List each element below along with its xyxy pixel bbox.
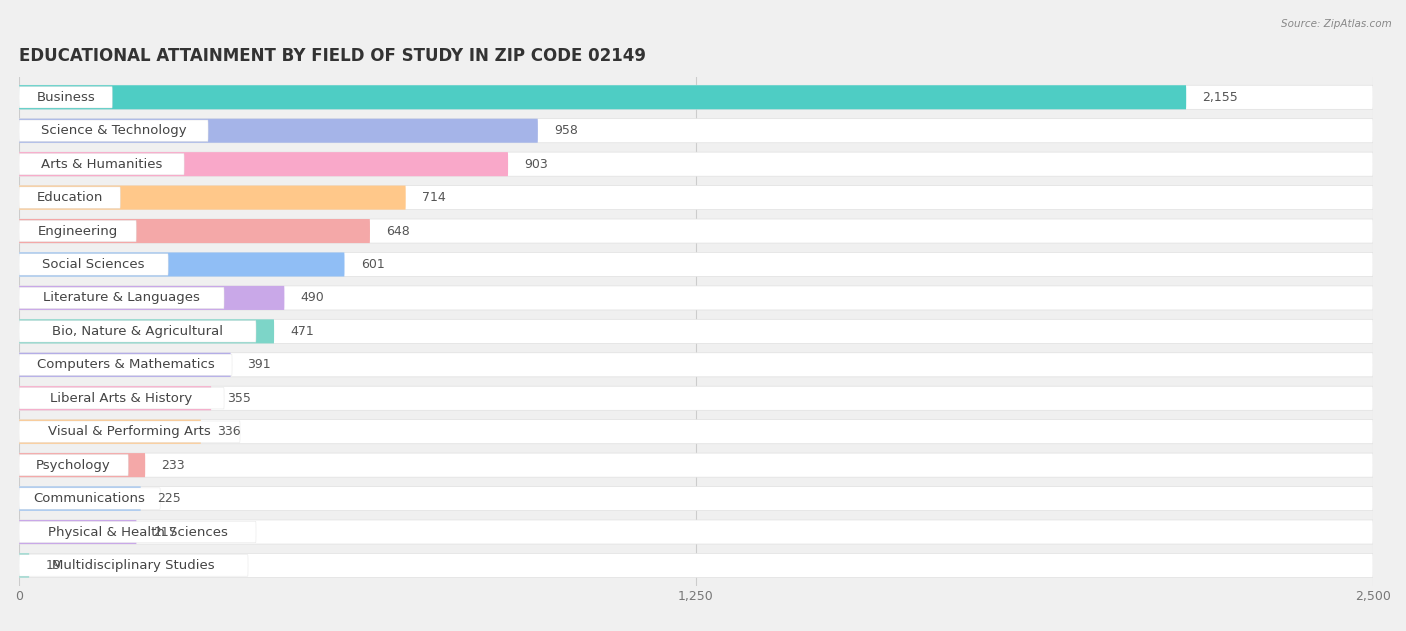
FancyBboxPatch shape <box>20 187 121 208</box>
Text: Arts & Humanities: Arts & Humanities <box>41 158 162 170</box>
FancyBboxPatch shape <box>20 387 224 409</box>
FancyBboxPatch shape <box>20 86 112 108</box>
FancyBboxPatch shape <box>20 286 1374 310</box>
FancyBboxPatch shape <box>20 219 370 243</box>
Text: 601: 601 <box>361 258 384 271</box>
FancyBboxPatch shape <box>20 421 240 442</box>
FancyBboxPatch shape <box>20 353 1374 377</box>
FancyBboxPatch shape <box>20 319 1374 343</box>
FancyBboxPatch shape <box>20 487 1374 510</box>
Text: Engineering: Engineering <box>38 225 118 237</box>
FancyBboxPatch shape <box>20 520 136 544</box>
Text: 19: 19 <box>45 559 62 572</box>
FancyBboxPatch shape <box>20 85 1374 109</box>
FancyBboxPatch shape <box>20 420 1374 444</box>
FancyBboxPatch shape <box>20 287 224 309</box>
FancyBboxPatch shape <box>20 386 211 410</box>
Text: 714: 714 <box>422 191 446 204</box>
FancyBboxPatch shape <box>20 120 208 141</box>
Text: 225: 225 <box>157 492 181 505</box>
Text: 903: 903 <box>524 158 548 170</box>
FancyBboxPatch shape <box>20 252 1374 276</box>
Text: Science & Technology: Science & Technology <box>41 124 187 137</box>
FancyBboxPatch shape <box>20 219 1374 243</box>
FancyBboxPatch shape <box>20 252 344 276</box>
FancyBboxPatch shape <box>20 555 247 576</box>
FancyBboxPatch shape <box>20 119 1374 143</box>
Text: 490: 490 <box>301 292 325 304</box>
FancyBboxPatch shape <box>20 254 169 275</box>
FancyBboxPatch shape <box>20 520 1374 544</box>
FancyBboxPatch shape <box>20 521 256 543</box>
FancyBboxPatch shape <box>20 353 231 377</box>
FancyBboxPatch shape <box>20 119 538 143</box>
FancyBboxPatch shape <box>20 488 160 509</box>
Text: 391: 391 <box>247 358 270 371</box>
FancyBboxPatch shape <box>20 186 406 209</box>
FancyBboxPatch shape <box>20 420 201 444</box>
FancyBboxPatch shape <box>20 553 1374 577</box>
Text: Visual & Performing Arts: Visual & Performing Arts <box>48 425 211 438</box>
FancyBboxPatch shape <box>20 354 232 375</box>
FancyBboxPatch shape <box>20 321 256 342</box>
FancyBboxPatch shape <box>20 454 128 476</box>
Text: 336: 336 <box>218 425 240 438</box>
Text: Psychology: Psychology <box>37 459 111 471</box>
FancyBboxPatch shape <box>20 152 508 176</box>
FancyBboxPatch shape <box>20 220 136 242</box>
Text: Physical & Health Sciences: Physical & Health Sciences <box>48 526 228 538</box>
Text: 355: 355 <box>228 392 252 404</box>
FancyBboxPatch shape <box>20 487 141 510</box>
Text: 217: 217 <box>153 526 177 538</box>
FancyBboxPatch shape <box>20 386 1374 410</box>
Text: Computers & Mathematics: Computers & Mathematics <box>37 358 214 371</box>
Text: 471: 471 <box>291 325 314 338</box>
Text: 958: 958 <box>554 124 578 137</box>
FancyBboxPatch shape <box>20 453 145 477</box>
FancyBboxPatch shape <box>20 152 1374 176</box>
Text: Liberal Arts & History: Liberal Arts & History <box>51 392 193 404</box>
Text: Business: Business <box>37 91 96 103</box>
FancyBboxPatch shape <box>20 153 184 175</box>
Text: EDUCATIONAL ATTAINMENT BY FIELD OF STUDY IN ZIP CODE 02149: EDUCATIONAL ATTAINMENT BY FIELD OF STUDY… <box>20 47 645 64</box>
FancyBboxPatch shape <box>20 186 1374 209</box>
Text: Communications: Communications <box>34 492 146 505</box>
FancyBboxPatch shape <box>20 453 1374 477</box>
Text: Education: Education <box>37 191 103 204</box>
Text: Source: ZipAtlas.com: Source: ZipAtlas.com <box>1281 19 1392 29</box>
Text: 2,155: 2,155 <box>1202 91 1239 103</box>
Text: Bio, Nature & Agricultural: Bio, Nature & Agricultural <box>52 325 224 338</box>
FancyBboxPatch shape <box>20 553 30 577</box>
FancyBboxPatch shape <box>20 319 274 343</box>
Text: Multidisciplinary Studies: Multidisciplinary Studies <box>52 559 215 572</box>
Text: 648: 648 <box>387 225 411 237</box>
FancyBboxPatch shape <box>20 85 1187 109</box>
Text: 233: 233 <box>162 459 186 471</box>
Text: Social Sciences: Social Sciences <box>42 258 145 271</box>
Text: Literature & Languages: Literature & Languages <box>44 292 200 304</box>
FancyBboxPatch shape <box>20 286 284 310</box>
